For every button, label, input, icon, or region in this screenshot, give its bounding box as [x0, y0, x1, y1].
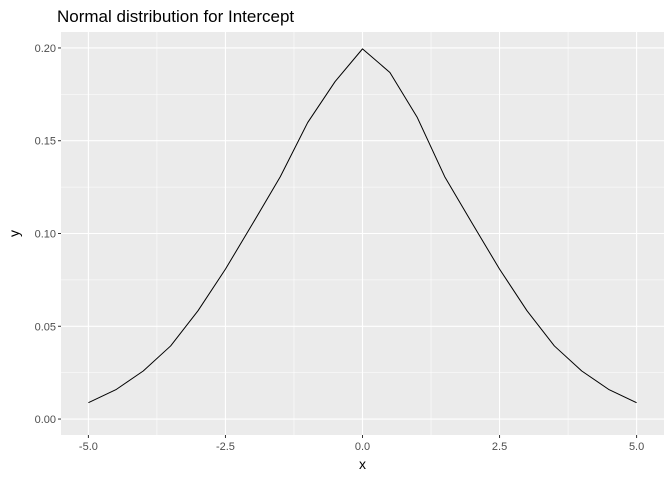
y-axis-title: y	[6, 230, 22, 237]
y-tick-label: 0.15	[35, 136, 56, 148]
x-tick-label: 0.0	[355, 441, 370, 453]
x-tick-label: -5.0	[79, 441, 98, 453]
y-tick-label: 0.00	[35, 414, 56, 426]
x-tick-label: 2.5	[492, 441, 507, 453]
x-axis: -5.0 -2.5 0.0 2.5 5.0	[79, 435, 644, 453]
density-curve-line	[88, 48, 637, 404]
x-axis-title: x	[359, 456, 366, 472]
y-tick-label: 0.20	[35, 43, 56, 55]
major-gridlines	[61, 32, 664, 435]
series-layer	[88, 48, 637, 404]
y-tick-label: 0.05	[35, 321, 56, 333]
x-tick-label: -2.5	[216, 441, 235, 453]
y-tick-label: 0.10	[35, 229, 56, 241]
chart-title: Normal distribution for Intercept	[57, 7, 294, 26]
x-tick-label: 5.0	[629, 441, 644, 453]
y-axis: 0.00 0.05 0.10 0.15 0.20	[35, 43, 61, 426]
